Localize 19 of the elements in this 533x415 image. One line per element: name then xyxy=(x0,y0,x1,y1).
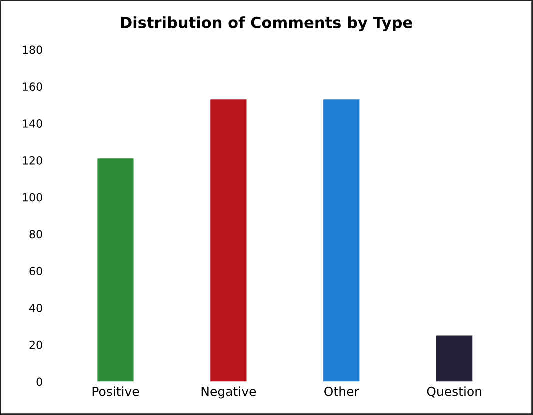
y-tick-label: 20 xyxy=(30,340,42,350)
bar xyxy=(210,100,247,382)
y-tick-label: 120 xyxy=(23,156,42,165)
bar xyxy=(324,100,360,382)
y-tick-label: 180 xyxy=(23,46,42,54)
y-tick-label: 80 xyxy=(30,230,42,239)
y-tick-label: 40 xyxy=(30,304,42,312)
x-tick-label: Other xyxy=(324,386,360,396)
y-tick-label: 100 xyxy=(23,193,42,202)
y-tick-label: 160 xyxy=(23,82,42,92)
bar xyxy=(436,336,473,382)
y-tick-label: 0 xyxy=(36,378,42,386)
x-tick-label: Question xyxy=(427,386,482,398)
chart-title: Distribution of Comments by Type xyxy=(121,16,412,32)
y-tick-label: 140 xyxy=(23,120,42,128)
x-tick-label: Positive xyxy=(92,386,140,396)
x-tick-label: Negative xyxy=(202,386,256,399)
bar xyxy=(98,158,134,382)
y-tick-label: 60 xyxy=(30,267,42,276)
